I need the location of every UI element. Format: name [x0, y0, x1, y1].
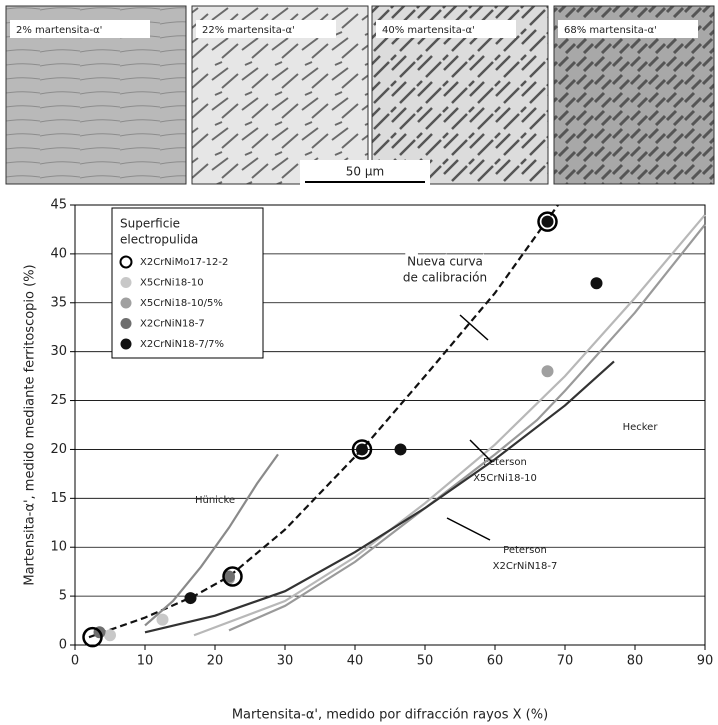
y-tick-label: 40 [50, 246, 67, 261]
legend-marker [120, 297, 132, 309]
legend: Superficie electropulida X2CrNiMo17-12-2 X5… [111, 207, 264, 359]
legend-box [111, 207, 264, 359]
curve-label: de calibración [403, 271, 487, 285]
curve-label: Peterson [503, 545, 547, 556]
x-tick-label: 70 [557, 654, 574, 669]
point [394, 443, 407, 456]
y-tick-label: 0 [59, 638, 67, 653]
arrows [446, 314, 493, 541]
y-axis-label: Martensita-α', medido mediante ferritosc… [23, 264, 38, 585]
y-tick-label: 35 [50, 295, 67, 310]
curve-label: Nueva curva [407, 255, 483, 269]
point [541, 215, 554, 228]
scale-label: 50 μm [346, 165, 384, 179]
x-tick-label: 20 [207, 654, 224, 669]
label-box [376, 20, 516, 38]
micrograph-label: 2% martensita-α' [16, 25, 102, 36]
curve [228, 223, 706, 632]
point [541, 365, 554, 378]
x-axis-label: Martensita-α', medido por difracción ray… [232, 708, 548, 723]
micrograph-label: 40% martensita-α' [382, 25, 475, 36]
curve-label: X5CrNi18-10 [473, 473, 537, 484]
y-tick-label: 5 [59, 589, 67, 604]
point [351, 439, 373, 460]
x-tick-label: 50 [417, 654, 434, 669]
legend-label: X2CrNiN18-7/7% [140, 339, 224, 350]
y-tick-label: 10 [50, 540, 67, 555]
y-tick-label: 20 [50, 442, 67, 457]
point [104, 629, 116, 642]
curve [144, 360, 615, 634]
point [537, 211, 558, 232]
curve-label: Hünicke [195, 495, 235, 506]
point [222, 566, 243, 587]
x-tick-label: 90 [697, 654, 714, 669]
arrow [459, 314, 489, 341]
point [184, 592, 197, 605]
point [356, 443, 368, 456]
x-tick-label: 40 [347, 654, 364, 669]
curve [144, 453, 279, 627]
curve [193, 214, 706, 637]
y-tick-label: 30 [50, 344, 67, 359]
legend-marker [119, 255, 133, 269]
x-tick-label: 60 [487, 654, 504, 669]
arrow [469, 439, 493, 463]
legend-title: Superficie [120, 217, 180, 231]
legend-label: X5CrNi18-10 [140, 278, 204, 289]
micrograph-label: 68% martensita-α' [564, 25, 657, 36]
x-tick-label: 30 [277, 654, 294, 669]
label-box [196, 20, 336, 38]
micrographs: 2% martensita-α' 22% martensita-α' 40% m… [5, 5, 715, 186]
legend-label: X5CrNi18-10/5% [140, 298, 223, 309]
curve-label: X2CrNiN18-7 [493, 561, 558, 572]
point [156, 613, 169, 626]
arrow [446, 517, 491, 541]
legend-title: electropulida [120, 233, 198, 247]
legend-label: X2CrNiMo17-12-2 [140, 257, 228, 268]
y-tick-label: 25 [50, 393, 67, 408]
x-tick-label: 10 [137, 654, 154, 669]
legend-marker [120, 318, 132, 329]
label-box [10, 20, 150, 38]
point [82, 626, 103, 648]
x-tick-label: 80 [627, 654, 644, 669]
curve-label: Peterson [483, 457, 527, 468]
legend-label: X2CrNiN18-7 [140, 319, 205, 330]
label-box [558, 20, 698, 38]
curve-label: Hecker [623, 422, 659, 433]
legend-marker [120, 338, 132, 350]
x-tick-label: 0 [71, 654, 79, 669]
y-tick-label: 45 [50, 198, 67, 213]
plot: 0 5 10 15 20 25 30 35 40 45 0 10 20 30 40 50 60 70 80 90 Mar… [23, 198, 714, 723]
point [590, 277, 603, 290]
micrograph-label: 22% martensita-α' [202, 25, 295, 36]
legend-marker [120, 277, 132, 288]
point [223, 570, 235, 583]
y-tick-label: 15 [50, 491, 67, 506]
